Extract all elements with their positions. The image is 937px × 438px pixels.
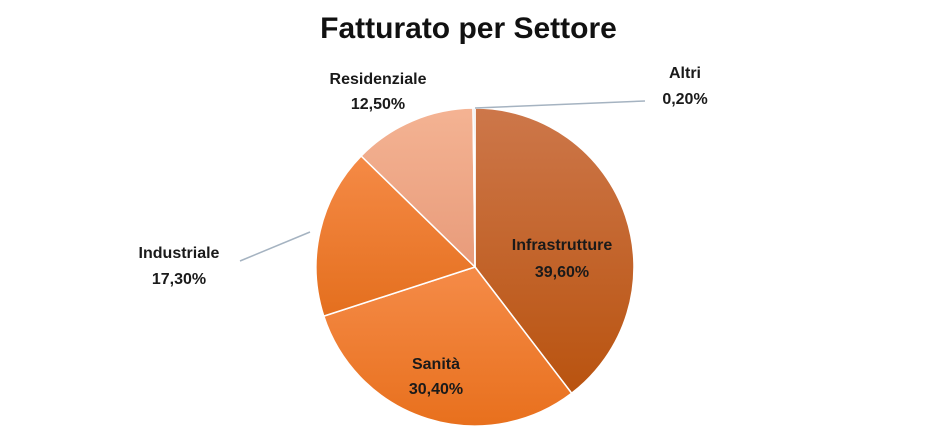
pie-slice-infrastrutture: [474, 107, 635, 395]
pie-slice-residenziale: [360, 107, 476, 269]
slice-value-residenziale: 12,50%: [351, 96, 405, 113]
chart-title: Fatturato per Settore: [320, 12, 617, 45]
slice-label-industriale: Industriale: [139, 245, 220, 262]
slice-value-infrastrutture: 39,60%: [535, 264, 589, 281]
leader-line-industriale: [239, 231, 311, 262]
pie-slice-industriale: [315, 154, 477, 318]
slice-value-sanita: 30,40%: [409, 381, 463, 398]
pie-slice-altri: [472, 107, 476, 268]
slice-value-industriale: 17,30%: [152, 271, 206, 288]
leader-line-altri: [474, 100, 646, 109]
slice-label-altri: Altri: [669, 65, 701, 82]
slice-label-infrastrutture: Infrastrutture: [512, 237, 613, 254]
slice-label-residenziale: Residenziale: [330, 71, 427, 88]
slice-value-altri: 0,20%: [662, 91, 707, 108]
pie-slice-sanita: [322, 266, 573, 427]
slice-label-sanita: Sanità: [412, 356, 460, 373]
